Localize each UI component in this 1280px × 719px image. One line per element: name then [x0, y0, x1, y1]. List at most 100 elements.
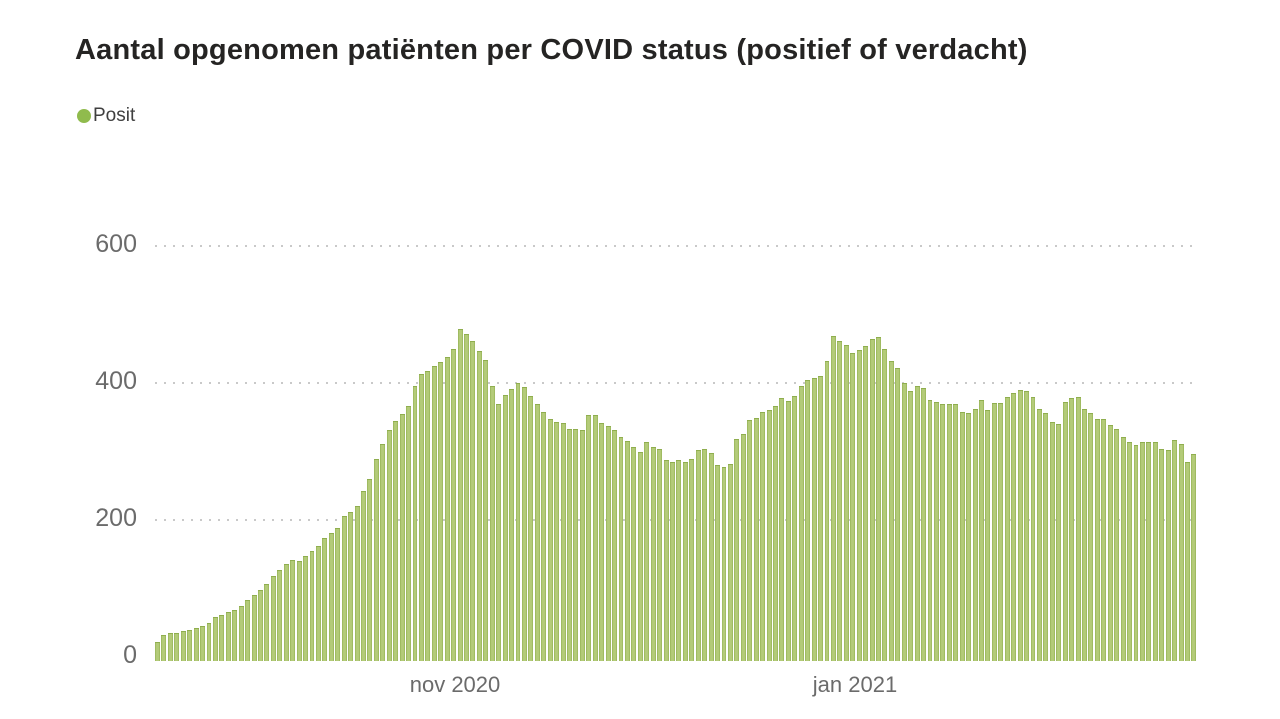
bar[interactable] [322, 537, 328, 661]
bar[interactable] [605, 425, 611, 661]
bar[interactable] [296, 561, 302, 661]
bar[interactable] [824, 360, 830, 661]
bar[interactable] [798, 386, 804, 661]
bar[interactable] [747, 419, 753, 661]
bar[interactable] [212, 617, 218, 661]
bar[interactable] [283, 564, 289, 661]
bar[interactable] [940, 404, 946, 661]
bar[interactable] [991, 403, 997, 661]
bar[interactable] [187, 629, 193, 661]
bar[interactable] [914, 386, 920, 661]
bar[interactable] [161, 634, 167, 661]
bar[interactable] [998, 403, 1004, 661]
bar[interactable] [1178, 443, 1184, 661]
bar[interactable] [792, 396, 798, 661]
bar[interactable] [425, 370, 431, 661]
bar[interactable] [670, 461, 675, 661]
bar[interactable] [270, 575, 276, 661]
bar[interactable] [509, 389, 514, 661]
bar[interactable] [676, 460, 682, 661]
bar[interactable] [959, 412, 965, 661]
bar[interactable] [406, 406, 411, 661]
bar[interactable] [1127, 441, 1132, 661]
bar[interactable] [921, 388, 926, 661]
bar[interactable] [953, 404, 959, 661]
bar[interactable] [167, 632, 173, 661]
bar[interactable] [933, 401, 939, 661]
bar[interactable] [727, 463, 733, 661]
bar[interactable] [1165, 450, 1171, 661]
bar[interactable] [1082, 408, 1087, 661]
bar[interactable] [888, 360, 894, 661]
bar[interactable] [715, 465, 720, 661]
bar[interactable] [1114, 428, 1120, 661]
bar[interactable] [805, 379, 811, 661]
bar[interactable] [528, 396, 534, 661]
bar[interactable] [476, 351, 482, 661]
bar[interactable] [1017, 389, 1023, 661]
bar[interactable] [644, 442, 650, 661]
bar[interactable] [708, 452, 714, 661]
bar[interactable] [579, 429, 585, 661]
bar[interactable] [599, 423, 605, 661]
bar[interactable] [393, 421, 399, 661]
bar[interactable] [206, 622, 212, 661]
bar[interactable] [1191, 453, 1197, 661]
bar[interactable] [225, 611, 231, 661]
bar[interactable] [464, 333, 469, 661]
bar[interactable] [734, 438, 740, 661]
bar[interactable] [1159, 448, 1165, 661]
bar[interactable] [438, 362, 444, 661]
bar[interactable] [966, 413, 972, 661]
bar[interactable] [251, 595, 257, 661]
bar[interactable] [843, 344, 849, 661]
bar[interactable] [1152, 441, 1158, 661]
bar[interactable] [361, 490, 366, 661]
bar[interactable] [592, 415, 598, 661]
bar[interactable] [1043, 413, 1049, 661]
bar[interactable] [303, 555, 308, 661]
bar[interactable] [689, 459, 695, 661]
bar[interactable] [264, 583, 270, 661]
bar[interactable] [1062, 401, 1068, 661]
bar[interactable] [1146, 441, 1152, 661]
bar[interactable] [1049, 421, 1055, 661]
bar[interactable] [1030, 396, 1036, 661]
bar[interactable] [431, 366, 437, 661]
bar[interactable] [399, 414, 405, 661]
bar[interactable] [586, 414, 592, 661]
bar[interactable] [773, 406, 778, 661]
bar[interactable] [502, 394, 508, 661]
bar[interactable] [451, 349, 457, 661]
bar[interactable] [682, 461, 688, 661]
bar[interactable] [341, 515, 347, 661]
bar[interactable] [180, 631, 186, 661]
bar[interactable] [373, 459, 379, 661]
bar[interactable] [631, 446, 637, 661]
bar[interactable] [624, 441, 630, 661]
bar[interactable] [856, 349, 862, 661]
bar[interactable] [309, 551, 315, 661]
bar[interactable] [560, 423, 566, 661]
bar[interactable] [882, 349, 888, 661]
bar[interactable] [979, 399, 984, 661]
bar[interactable] [1088, 413, 1094, 661]
bar[interactable] [850, 352, 856, 661]
bar[interactable] [779, 398, 785, 661]
bar[interactable] [193, 627, 199, 661]
bar[interactable] [785, 400, 791, 661]
bar[interactable] [335, 527, 341, 661]
bar[interactable] [657, 448, 663, 661]
bar[interactable] [618, 436, 624, 661]
bar[interactable] [521, 387, 527, 661]
bar[interactable] [541, 412, 547, 661]
bar[interactable] [328, 533, 334, 661]
bar[interactable] [927, 399, 933, 661]
bar[interactable] [740, 434, 746, 661]
bar[interactable] [238, 605, 244, 661]
legend-item-posit[interactable]: Posit [77, 105, 135, 127]
bar[interactable] [612, 429, 617, 661]
bar[interactable] [908, 391, 914, 661]
bar[interactable] [1024, 391, 1029, 661]
bar[interactable] [483, 360, 489, 661]
